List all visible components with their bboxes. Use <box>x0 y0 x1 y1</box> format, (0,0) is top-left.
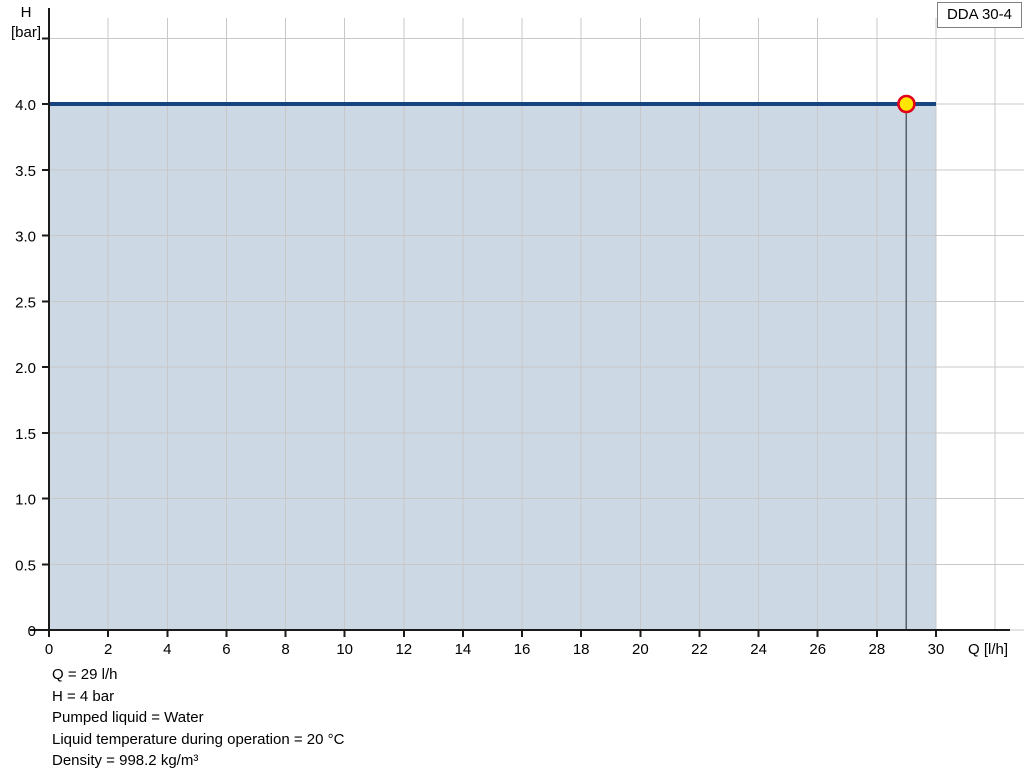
y-tick-label: 2.5 <box>15 294 36 311</box>
duty-point-marker[interactable] <box>897 94 916 114</box>
x-tick-label: 22 <box>691 641 708 658</box>
x-axis-title: Q [l/h] <box>968 641 1008 658</box>
y-tick-label: 1.5 <box>15 426 36 443</box>
y-tick-label: 1.0 <box>15 492 36 509</box>
y-tick-label: 4.0 <box>15 97 36 114</box>
x-tick-label: 18 <box>573 641 590 658</box>
x-tick-label: 6 <box>222 641 230 658</box>
y-tick-label: 3.0 <box>15 229 36 246</box>
y-tick-label: 3.5 <box>15 163 36 180</box>
x-tick-label: 26 <box>809 641 826 658</box>
x-tick-label: 14 <box>455 641 472 658</box>
x-tick-label: 20 <box>632 641 649 658</box>
note-flow: Q = 29 l/h <box>52 666 118 683</box>
y-axis-title-line2: [bar] <box>11 24 41 41</box>
note-density: Density = 998.2 kg/m³ <box>52 752 199 769</box>
x-tick-label: 28 <box>869 641 886 658</box>
axis-ticks <box>42 37 937 637</box>
x-tick-label: 24 <box>750 641 767 658</box>
x-tick-label: 16 <box>514 641 531 658</box>
curve-name-box[interactable]: DDA 30-4 <box>936 2 1022 28</box>
x-tick-label: 4 <box>163 641 171 658</box>
x-tick-label: 0 <box>45 641 53 658</box>
y-axis-tick-labels: 0 0.5 1.0 1.5 2.0 2.5 3.0 3.5 4.0 H [bar] <box>11 4 41 640</box>
y-tick-label: 2.0 <box>15 360 36 377</box>
y-axis-title-line1: H <box>21 4 32 21</box>
y-tick-label: 0.5 <box>15 557 36 574</box>
x-axis-tick-labels: 0 2 4 6 8 10 12 14 16 18 20 22 24 26 28 30 Q [l/h] <box>45 641 1008 658</box>
gridlines <box>48 18 1024 631</box>
note-liquid: Pumped liquid = Water <box>52 709 204 726</box>
x-tick-label: 30 <box>928 641 945 658</box>
x-tick-label: 12 <box>395 641 412 658</box>
note-temperature: Liquid temperature during operation = 20… <box>52 730 345 748</box>
curve-name-label: DDA 30-4 <box>946 6 1012 23</box>
axis-lines <box>30 8 1010 631</box>
x-tick-label: 8 <box>281 641 289 658</box>
x-tick-label: 2 <box>104 641 112 658</box>
y-tick-label: 0 <box>28 623 36 640</box>
x-tick-label: 10 <box>336 641 353 658</box>
note-head: H = 4 bar <box>52 687 115 705</box>
operating-conditions-notes: Q = 29 l/h H = 4 bar Pumped liquid = Wat… <box>52 664 344 772</box>
